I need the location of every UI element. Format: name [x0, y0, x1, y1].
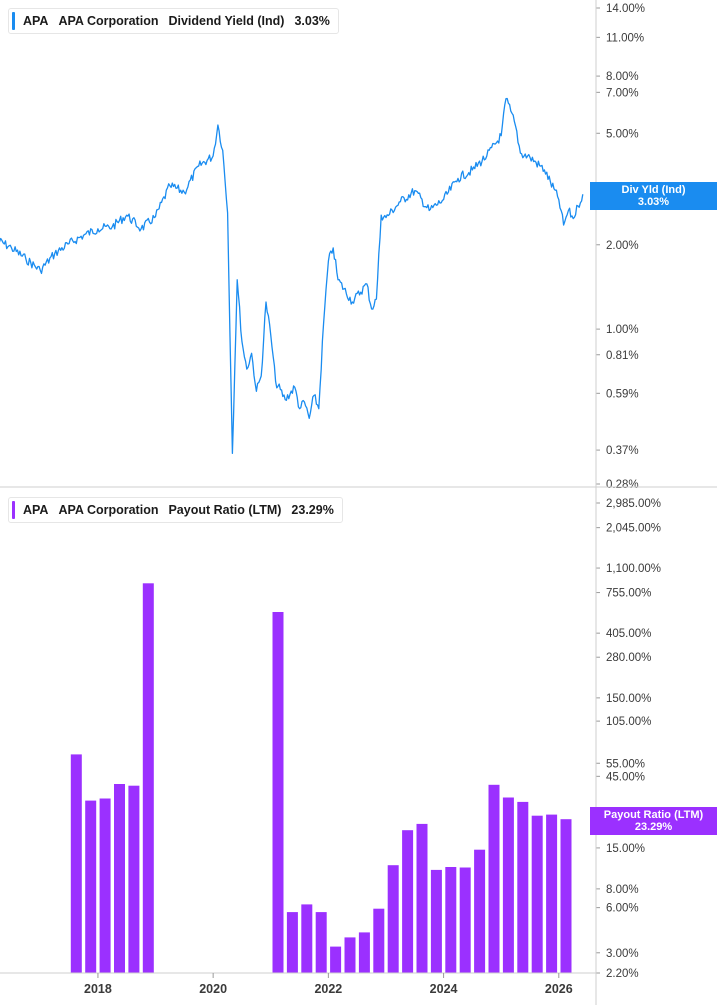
payout-bar[interactable] — [344, 937, 356, 973]
payout-bar[interactable] — [445, 867, 457, 973]
payout-bar[interactable] — [474, 849, 486, 973]
y-tick-label: 150.00% — [606, 693, 651, 705]
legend-company: APA Corporation — [58, 503, 159, 517]
payout-bar[interactable] — [358, 932, 370, 973]
legend-value: 3.03% — [294, 14, 330, 28]
bottom-y-axis: 2,985.00% 2,045.00% 1,100.00% 755.00% 405.00… — [596, 498, 661, 980]
y-tick-label: 405.00% — [606, 628, 651, 640]
payout-bar[interactable] — [387, 865, 399, 973]
legend-metric: Payout Ratio (LTM) — [168, 503, 282, 517]
payout-bar[interactable] — [459, 867, 471, 974]
y-tick-label: 55.00% — [606, 758, 645, 770]
payout-bar[interactable] — [330, 946, 342, 973]
y-tick-label: 0.28% — [606, 479, 639, 491]
payout-bar[interactable] — [128, 785, 140, 973]
payout-bar[interactable] — [402, 830, 414, 973]
payout-bar[interactable] — [301, 904, 313, 973]
tag-label: Payout Ratio (LTM) — [603, 809, 704, 821]
y-tick-label: 2,985.00% — [606, 498, 661, 510]
y-tick-label: 0.59% — [606, 388, 639, 400]
x-tick-label: 2022 — [314, 982, 342, 996]
y-tick-label: 45.00% — [606, 771, 645, 783]
payout-bar[interactable] — [114, 784, 125, 973]
payout-bar[interactable] — [430, 869, 442, 973]
y-tick-label: 105.00% — [606, 716, 651, 728]
payout-bar[interactable] — [531, 815, 543, 973]
payout-bar[interactable] — [488, 784, 500, 973]
payout-bar[interactable] — [546, 814, 558, 973]
legend-ticker: APA — [23, 14, 49, 28]
payout-bar[interactable] — [315, 912, 327, 973]
y-tick-label: 1,100.00% — [606, 563, 661, 575]
x-tick-label: 2018 — [84, 982, 112, 996]
x-tick-label: 2020 — [199, 982, 227, 996]
y-tick-label: 6.00% — [606, 903, 639, 915]
line-color-swatch — [12, 12, 15, 30]
top-legend[interactable]: APA APA Corporation Dividend Yield (Ind)… — [8, 8, 339, 34]
payout-ratio-value-tag: Payout Ratio (LTM) 23.29% — [590, 807, 717, 835]
y-tick-label: 2.00% — [606, 240, 639, 252]
bottom-legend[interactable]: APA APA Corporation Payout Ratio (LTM) 2… — [8, 497, 343, 523]
x-tick-label: 2026 — [545, 982, 573, 996]
y-tick-label: 7.00% — [606, 87, 639, 99]
legend-company: APA Corporation — [58, 14, 159, 28]
legend-ticker: APA — [23, 503, 49, 517]
x-tick-label: 2024 — [430, 982, 458, 996]
y-tick-label: 8.00% — [606, 884, 639, 896]
tag-value: 3.03% — [637, 196, 670, 208]
payout-bar[interactable] — [373, 908, 385, 973]
payout-bar[interactable] — [286, 912, 298, 973]
y-tick-label: 3.00% — [606, 948, 639, 960]
y-tick-label: 1.00% — [606, 324, 639, 336]
y-tick-label: 11.00% — [606, 32, 644, 44]
dividend-yield-plot — [0, 97, 584, 455]
top-y-axis: 14.00%11.00%8.00%7.00%5.00%3.02.00%1.00%… — [596, 3, 645, 491]
y-tick-label: 755.00% — [606, 588, 651, 600]
payout-bar[interactable] — [70, 754, 82, 973]
y-tick-label: 2.20% — [606, 968, 639, 980]
payout-ratio-plot — [70, 583, 572, 974]
payout-bar[interactable] — [85, 800, 97, 973]
y-tick-label: 0.81% — [606, 350, 639, 362]
y-tick-label: 0.37% — [606, 445, 639, 457]
y-tick-label: 5.00% — [606, 128, 639, 140]
y-tick-label: 8.00% — [606, 71, 639, 83]
payout-bar[interactable] — [416, 823, 428, 973]
y-tick-label: 14.00% — [606, 3, 645, 15]
payout-bar[interactable] — [502, 797, 514, 974]
y-tick-label: 2,045.00% — [606, 523, 661, 535]
y-tick-label: 15.00% — [606, 843, 645, 855]
payout-bar[interactable] — [142, 583, 154, 973]
payout-bar[interactable] — [272, 612, 284, 973]
dividend-yield-line — [0, 97, 584, 455]
dividend-yield-value-tag: Div Yld (Ind) 3.03% — [590, 182, 717, 210]
legend-metric: Dividend Yield (Ind) — [168, 14, 285, 28]
tag-label: Div Yld (Ind) — [621, 184, 686, 196]
legend-value: 23.29% — [291, 503, 334, 517]
tag-value: 23.29% — [634, 821, 673, 833]
bar-color-swatch — [12, 501, 15, 519]
y-tick-label: 280.00% — [606, 652, 651, 664]
payout-bar[interactable] — [99, 798, 111, 974]
payout-bar[interactable] — [560, 819, 572, 973]
payout-bar[interactable] — [517, 801, 529, 973]
